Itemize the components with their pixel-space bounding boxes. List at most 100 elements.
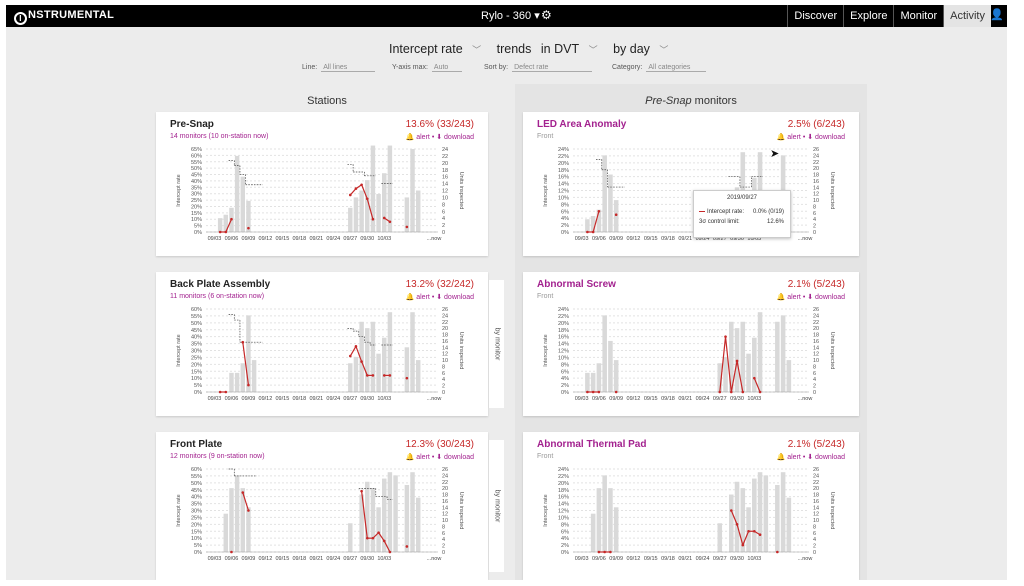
rate-point (597, 390, 601, 394)
y2-tick-label: 24 (813, 473, 819, 479)
rate-point (405, 376, 409, 380)
project-selector[interactable]: Rylo - 360 ▾ (481, 10, 540, 22)
card-title[interactable]: Abnormal Thermal Pad (537, 439, 647, 450)
card-abnormal-thermal[interactable]: Abnormal Thermal Pad Front 2.1% (5/243) 🔔 a… (523, 432, 859, 580)
card-back-plate[interactable]: Back Plate Assembly 11 monitors (6 on-sta… (156, 272, 488, 416)
metric-dropdown[interactable]: Intercept rate ﹀ (389, 42, 482, 56)
y2-tick-label: 0 (813, 230, 816, 236)
y-tick-label: 8% (561, 362, 569, 368)
intercept-rate-summary: 2.1% (5/243) (787, 279, 845, 290)
card-subtitle[interactable]: 14 monitors (10 on-station now) (170, 133, 269, 140)
nav-activity[interactable]: Activity (943, 5, 991, 27)
alert-link[interactable]: 🔔 alert (405, 294, 430, 301)
units-bar (410, 472, 415, 552)
y-tick-label: 24% (558, 147, 569, 153)
card-title[interactable]: LED Area Anomaly (537, 119, 627, 130)
x-tick-label: 10/03 (747, 236, 761, 242)
alert-link[interactable]: 🔔 alert (405, 454, 430, 461)
by-monitor-tab[interactable]: by monitor (488, 440, 504, 572)
card-links: 🔔 alert • ⬇ download (776, 294, 845, 301)
x-tick-label: 09/15 (644, 396, 658, 402)
download-link[interactable]: ⬇ download (807, 294, 845, 301)
logo-ring-icon: I (14, 12, 27, 25)
category-select[interactable]: All categories (646, 64, 707, 72)
y2-tick-label: 14 (442, 505, 448, 511)
card-pre-snap[interactable]: Pre-Snap 14 monitors (10 on-station now) 1… (156, 112, 488, 256)
y2-tick-label: 22 (442, 320, 448, 326)
y2-tick-label: 24 (442, 147, 448, 153)
units-bar (370, 321, 376, 392)
gear-icon[interactable]: ⚙ (541, 8, 552, 22)
y2-tick-label: 26 (813, 467, 819, 473)
rate-line-segment (225, 218, 233, 233)
y-tick-label: 15% (191, 529, 202, 535)
download-link[interactable]: ⬇ download (436, 134, 474, 141)
card-front-plate[interactable]: Front Plate 12 monitors (9 on-station now… (156, 432, 488, 580)
y-tick-label: 24% (558, 467, 569, 473)
nav-discover[interactable]: Discover (787, 5, 843, 27)
y-tick-label: 15% (191, 211, 202, 217)
stations-header: Stations (307, 95, 347, 107)
rate-point (224, 390, 228, 394)
rate-line-segment (361, 184, 368, 200)
x-tick-label: 09/30 (730, 556, 744, 562)
units-bar (608, 340, 613, 392)
card-title[interactable]: Back Plate Assembly (170, 279, 271, 290)
card-title[interactable]: Abnormal Screw (537, 279, 616, 290)
download-link[interactable]: ⬇ download (436, 294, 474, 301)
alert-link[interactable]: 🔔 alert (776, 134, 801, 141)
rate-point (405, 545, 409, 548)
y-tick-label: 2% (561, 383, 569, 389)
x-tick-label: 09/12 (259, 556, 273, 562)
rate-line-segment (366, 198, 374, 220)
download-link[interactable]: ⬇ download (807, 134, 845, 141)
card-title[interactable]: Front Plate (170, 439, 223, 450)
user-icon[interactable]: 👤 (990, 9, 1004, 21)
sort-select[interactable]: Defect rate (512, 64, 593, 72)
alert-link[interactable]: 🔔 alert (405, 134, 430, 141)
y-tick-label: 16% (558, 335, 569, 341)
y-tick-label: 12% (558, 509, 569, 515)
y-tick-label: 35% (191, 185, 202, 191)
x-tick-label: 09/24 (326, 396, 340, 402)
nav-monitor[interactable]: Monitor (893, 5, 943, 27)
download-link[interactable]: ⬇ download (436, 454, 474, 461)
units-bar (246, 200, 251, 232)
monitors-header: Pre-Snap monitors (645, 95, 737, 107)
rate-point (371, 374, 375, 377)
card-subtitle[interactable]: 11 monitors (6 on-station now) (170, 293, 265, 300)
x-tick-label: 09/18 (292, 556, 306, 562)
card-led-area[interactable]: LED Area Anomaly Front 2.5% (6/243) 🔔 alert… (523, 112, 859, 256)
y2-tick-label: 26 (442, 467, 448, 473)
x-tick-label: 09/06 (592, 556, 606, 562)
y2-tick-label: 24 (813, 313, 819, 319)
line-select[interactable]: All lines (321, 64, 376, 72)
alert-link[interactable]: 🔔 alert (776, 454, 801, 461)
by-monitor-tab[interactable]: by monitor (488, 280, 504, 408)
card-subtitle[interactable]: 12 monitors (9 on-station now) (170, 453, 265, 460)
units-bar (240, 363, 246, 392)
alert-link[interactable]: 🔔 alert (776, 294, 801, 301)
y2-tick-label: 0 (442, 390, 445, 396)
x-tick-label: 09/15 (644, 236, 658, 242)
units-bar (223, 214, 229, 232)
y2-axis-title: Units inspected (458, 492, 464, 530)
yaxis-select[interactable]: Auto (431, 64, 462, 72)
period-dropdown[interactable]: by day ﹀ (613, 42, 669, 56)
y-tick-label: 45% (191, 328, 202, 334)
y-tick-label: 14% (558, 502, 569, 508)
phase-dropdown[interactable]: in DVT ﹀ (540, 42, 598, 56)
card-abnormal-screw[interactable]: Abnormal Screw Front 2.1% (5/243) 🔔 alert •… (523, 272, 859, 416)
y-axis-title: Intercept rate (176, 174, 182, 206)
y-tick-label: 0% (194, 390, 202, 396)
y2-tick-label: 2 (813, 224, 816, 230)
line-filter: Line: All lines (302, 64, 376, 72)
y-tick-label: 0% (561, 230, 569, 236)
units-bar (404, 197, 410, 232)
instrumental-logo[interactable]: I NSTRUMENTAL (14, 9, 114, 25)
nav-explore[interactable]: Explore (843, 5, 893, 27)
download-link[interactable]: ⬇ download (807, 454, 845, 461)
y2-tick-label: 20 (813, 486, 819, 492)
units-bar (590, 372, 596, 392)
card-title[interactable]: Pre-Snap (170, 119, 214, 130)
